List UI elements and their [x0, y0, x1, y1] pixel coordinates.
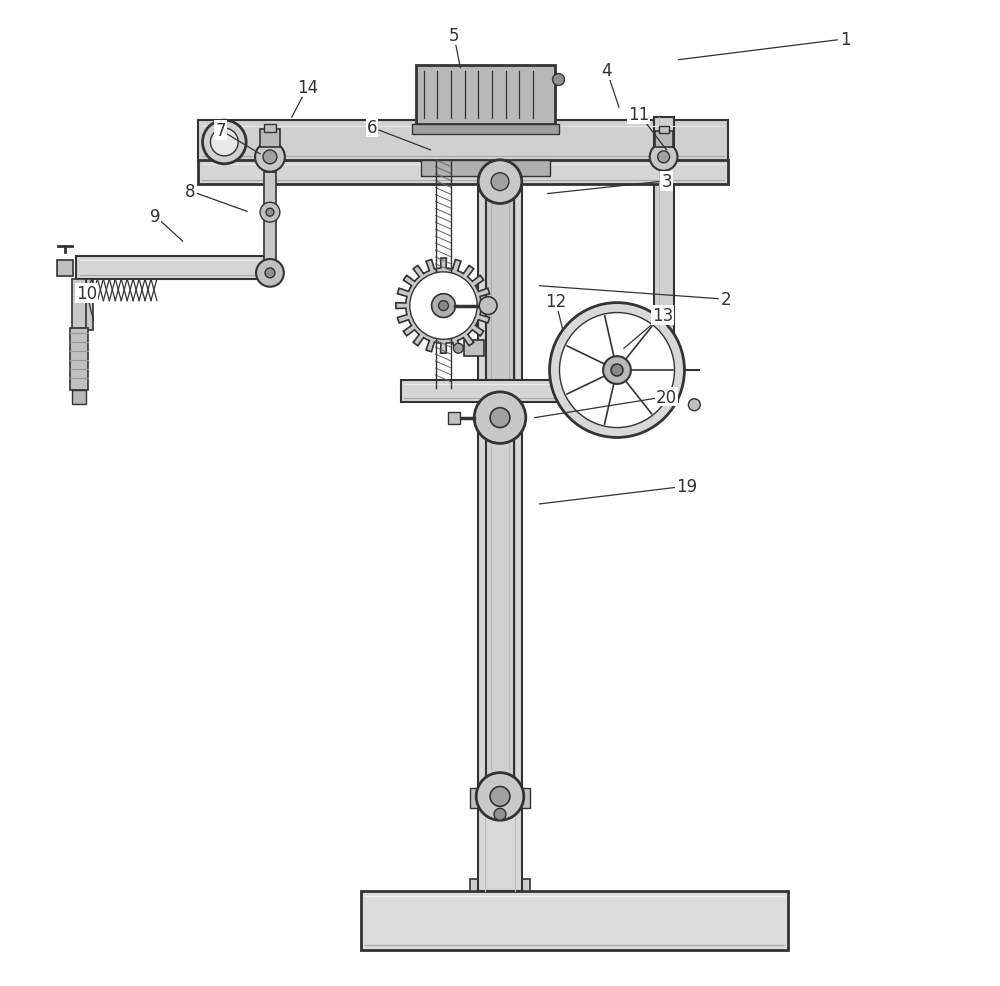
- Circle shape: [432, 295, 455, 318]
- Text: 12: 12: [545, 293, 566, 311]
- Bar: [72, 280, 86, 331]
- Circle shape: [210, 129, 238, 157]
- Text: 6: 6: [366, 119, 377, 137]
- Circle shape: [476, 773, 524, 820]
- Circle shape: [255, 143, 285, 173]
- Text: 20: 20: [656, 388, 677, 406]
- Bar: [198, 121, 728, 163]
- Polygon shape: [396, 258, 491, 354]
- Text: 10: 10: [76, 285, 97, 303]
- Bar: [478, 177, 522, 890]
- Circle shape: [650, 144, 677, 172]
- Circle shape: [410, 272, 477, 340]
- Circle shape: [490, 787, 510, 807]
- Bar: [486, 133, 514, 435]
- Circle shape: [266, 209, 274, 217]
- Bar: [401, 381, 678, 402]
- Text: 11: 11: [628, 106, 650, 124]
- Text: 5: 5: [449, 27, 459, 45]
- Bar: [655, 132, 673, 148]
- Bar: [448, 412, 460, 424]
- Circle shape: [265, 268, 275, 279]
- Text: 3: 3: [661, 173, 672, 190]
- Bar: [486, 435, 514, 797]
- Circle shape: [203, 121, 246, 165]
- Circle shape: [263, 151, 277, 165]
- Bar: [264, 173, 276, 273]
- Text: 14: 14: [297, 79, 318, 98]
- Circle shape: [256, 259, 284, 288]
- Bar: [470, 879, 530, 890]
- Bar: [72, 390, 86, 404]
- Bar: [470, 789, 530, 809]
- Circle shape: [474, 392, 526, 444]
- Text: 19: 19: [676, 477, 697, 496]
- Text: 4: 4: [601, 62, 612, 80]
- Circle shape: [611, 365, 623, 377]
- Circle shape: [439, 302, 448, 312]
- Circle shape: [479, 298, 497, 316]
- Circle shape: [491, 174, 509, 191]
- Bar: [416, 66, 555, 125]
- Text: 13: 13: [652, 307, 673, 325]
- Bar: [57, 260, 73, 276]
- Bar: [361, 890, 788, 951]
- Circle shape: [553, 75, 564, 87]
- Text: 8: 8: [185, 182, 195, 201]
- Circle shape: [658, 152, 670, 164]
- Bar: [70, 329, 88, 390]
- Bar: [264, 125, 276, 133]
- Bar: [260, 130, 280, 148]
- Circle shape: [478, 161, 522, 204]
- Bar: [412, 125, 559, 135]
- Text: 1: 1: [840, 31, 850, 49]
- Bar: [659, 127, 669, 134]
- Circle shape: [550, 304, 684, 438]
- Circle shape: [559, 314, 675, 428]
- Bar: [464, 341, 484, 357]
- Circle shape: [688, 399, 700, 411]
- Circle shape: [603, 357, 631, 385]
- Circle shape: [260, 203, 280, 223]
- Bar: [198, 161, 728, 184]
- Circle shape: [453, 344, 463, 354]
- Text: 7: 7: [215, 122, 226, 140]
- Bar: [654, 118, 674, 383]
- Text: 9: 9: [150, 208, 160, 226]
- Bar: [78, 280, 93, 331]
- Circle shape: [494, 809, 506, 820]
- Bar: [421, 161, 550, 176]
- Text: 2: 2: [721, 291, 731, 309]
- Circle shape: [490, 408, 510, 428]
- Bar: [76, 256, 274, 280]
